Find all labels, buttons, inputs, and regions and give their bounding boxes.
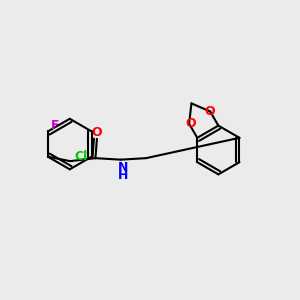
- Text: O: O: [185, 117, 196, 130]
- Text: F: F: [51, 119, 60, 132]
- Text: N: N: [118, 161, 128, 175]
- Text: Cl: Cl: [75, 150, 88, 163]
- Text: H: H: [118, 169, 128, 182]
- Text: O: O: [92, 126, 102, 139]
- Text: O: O: [204, 105, 215, 118]
